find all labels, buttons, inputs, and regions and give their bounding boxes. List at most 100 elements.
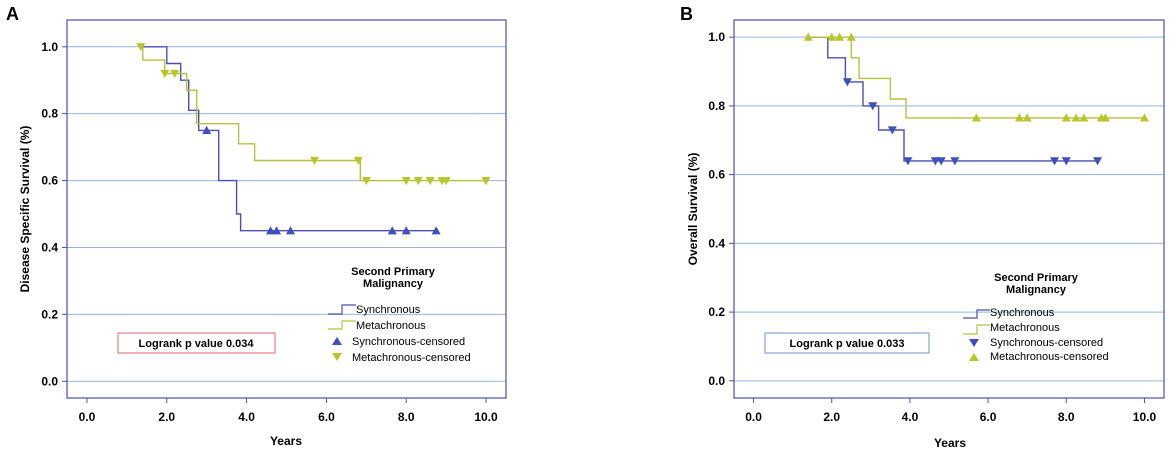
panel-b-synchronous-censored-marker — [950, 157, 960, 166]
panel-a-legend-synchronous-label: Synchronous — [356, 304, 421, 316]
panel-b-synchronous-censored-marker — [903, 157, 913, 166]
panel-b-y-tick-label: 0.0 — [708, 374, 725, 388]
panel-a-metachronous-censored-marker — [361, 176, 371, 186]
panel-a-metachronous-censored-marker — [309, 156, 319, 165]
panel-a-y-ticks: 0.0 0.2 0.4 0.6 0.8 1.0 — [41, 40, 67, 388]
panel-b-synchronous-censored-marker — [887, 126, 897, 135]
panel-b-metachronous-censored-marker — [803, 32, 813, 41]
panel-b-x-tick-label: 4.0 — [902, 410, 919, 424]
panel-b-x-tick-label: 6.0 — [980, 410, 997, 424]
panel-b: B 0.0 0.2 0.4 0.6 0.8 1.0 0.0 2.0 4.0 6.0 8.0 10.0… — [680, 4, 1165, 450]
panel-b-synchronous-censored-marker — [1093, 157, 1103, 166]
panel-b-y-tick-label: 0.8 — [708, 99, 725, 113]
panel-b-metachronous-censored-marker — [1100, 113, 1110, 122]
panel-b-y-tick-label: 0.4 — [708, 236, 725, 250]
panel-a-y-tick-label: 0.8 — [41, 107, 58, 121]
panel-b-x-tick-label: 8.0 — [1058, 410, 1075, 424]
panel-b-metachronous-censored-marker — [846, 32, 856, 41]
panel-a-pvalue-text: Logrank p value 0.034 — [139, 338, 255, 350]
panel-b-metachronous-censored-marker — [835, 32, 845, 41]
panel-a-legend-metachronous-censored-label: Metachronous-censored — [352, 352, 471, 364]
panel-b-y-tick-label: 0.6 — [708, 168, 725, 182]
panel-b-metachronous-curve — [808, 36, 1145, 119]
panel-b-metachronous-censored-marker — [1022, 113, 1032, 122]
panel-b-legend-title-line1: Second Primary — [994, 272, 1079, 284]
panel-a-x-ticks: 0.0 2.0 4.0 6.0 8.0 10.0 — [79, 398, 498, 424]
panel-b-metachronous-censored-marker — [1071, 113, 1081, 122]
panel-a-pvalue-box: Logrank p value 0.034 — [117, 332, 276, 354]
panel-b-pvalue-text: Logrank p value 0.033 — [790, 338, 905, 350]
panel-b-x-tick-label: 10.0 — [1133, 410, 1157, 424]
panel-b-legend-metachronous-swatch — [963, 324, 990, 335]
panel-b-legend: Second Primary Malignancy Synchronous Me… — [963, 272, 1109, 363]
panel-a-legend-metachronous-swatch — [328, 320, 356, 330]
panel-a-legend-title-line1: Second Primary — [351, 266, 436, 278]
panel-a-series — [136, 43, 491, 235]
panel-a-x-tick-label: 4.0 — [238, 410, 255, 424]
panel-a-metachronous-censored-marker — [353, 156, 363, 165]
panel-a-legend-synchronous-censored-marker — [332, 337, 342, 345]
panel-b-legend-synchronous-swatch — [963, 309, 990, 319]
panel-a-gridlines — [67, 46, 506, 382]
panel-a-synchronous-censored-marker — [272, 226, 282, 235]
panel-a-x-tick-label: 10.0 — [474, 410, 498, 424]
panel-b-metachronous-censored-marker — [1014, 113, 1024, 122]
panel-a-x-tick-label: 0.0 — [79, 410, 96, 424]
panel-a-synchronous-censored-marker — [387, 226, 397, 235]
panel-b-gridlines — [734, 36, 1164, 382]
panel-a-y-tick-label: 0.6 — [41, 174, 58, 188]
panel-b-x-tick-label: 0.0 — [745, 410, 762, 424]
panel-b-series — [803, 32, 1149, 166]
panel-a-synchronous-censored-marker — [431, 226, 441, 235]
panel-b-legend-metachronous-censored-label: Metachronous-censored — [990, 351, 1109, 363]
panel-b-synchronous-censored-marker — [930, 157, 940, 166]
panel-b-synchronous-censored-marker — [842, 78, 852, 87]
panel-a-metachronous-censored-marker — [413, 176, 423, 186]
panel-a-x-axis-title: Years — [270, 434, 302, 448]
panel-a-synchronous-censored-marker — [285, 226, 295, 235]
panel-b-legend-synchronous-label: Synchronous — [990, 307, 1055, 319]
panel-b-synchronous-curve — [808, 36, 1098, 162]
panel-a-legend-title-line2: Malignancy — [363, 278, 424, 290]
panel-a-synchronous-censored-marker — [266, 226, 276, 235]
panel-b-pvalue-box: Logrank p value 0.033 — [764, 332, 930, 354]
panel-a-metachronous-curve — [140, 46, 486, 182]
panel-a-y-axis-title: Disease Specific Survival (%) — [18, 126, 32, 293]
panel-a-y-tick-label: 0.4 — [41, 240, 58, 254]
panel-a-metachronous-censored-marker — [136, 43, 146, 52]
panel-b-synchronous-censored-marker — [936, 157, 946, 166]
panel-b-metachronous-censored-marker — [971, 113, 981, 122]
panel-b-legend-synchronous-censored-marker — [969, 339, 979, 347]
panel-a-metachronous-censored-marker — [170, 69, 180, 79]
panel-b-x-tick-label: 2.0 — [823, 410, 840, 424]
panel-b-metachronous-censored-marker — [1079, 113, 1089, 122]
panel-a-letter: A — [6, 4, 19, 24]
panel-b-synchronous-censored-marker — [868, 102, 878, 111]
panel-a-metachronous-censored-marker — [481, 176, 491, 186]
panel-a-metachronous-censored-marker — [425, 176, 435, 186]
panel-a-legend: Second Primary Malignancy Synchronous Me… — [328, 266, 471, 364]
panel-b-x-ticks: 0.0 2.0 4.0 6.0 8.0 10.0 — [745, 398, 1156, 424]
panel-a-y-tick-label: 1.0 — [41, 40, 58, 54]
panel-b-synchronous-censored-marker — [1050, 157, 1060, 166]
panel-b-letter: B — [680, 4, 693, 24]
panel-b-y-axis-title: Overall Survival (%) — [686, 153, 700, 266]
panel-a-metachronous-censored-marker — [441, 176, 451, 186]
panel-a-x-tick-label: 2.0 — [158, 410, 175, 424]
panel-a-y-tick-label: 0.2 — [41, 307, 58, 321]
panel-a-legend-metachronous-label: Metachronous — [356, 320, 426, 332]
panel-a-legend-metachronous-censored-marker — [332, 353, 342, 361]
panel-b-legend-synchronous-censored-label: Synchronous-censored — [990, 337, 1103, 349]
panel-a-metachronous-censored-marker — [160, 69, 170, 79]
panel-a: A 0.0 0.2 0.4 0.6 0.8 1.0 0.0 2.0 4.0 6.0 8.0 10.0… — [6, 4, 507, 448]
panel-b-metachronous-censored-marker — [1061, 113, 1071, 122]
panel-b-synchronous-censored-marker — [1061, 157, 1071, 166]
panel-a-legend-synchronous-censored-label: Synchronous-censored — [352, 336, 465, 348]
panel-b-plot-frame — [733, 19, 1165, 399]
panel-b-x-axis-title: Years — [934, 436, 966, 450]
panel-b-legend-metachronous-label: Metachronous — [990, 322, 1060, 334]
panel-b-metachronous-censored-marker — [1139, 113, 1149, 122]
panel-a-synchronous-censored-marker — [401, 226, 411, 235]
panel-a-x-tick-label: 8.0 — [398, 410, 415, 424]
